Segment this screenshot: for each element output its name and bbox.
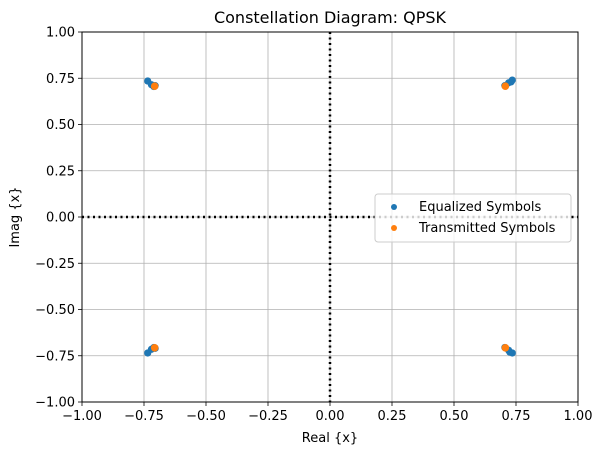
x-tick-label: −1.00 bbox=[62, 409, 102, 424]
x-tick-label: 1.00 bbox=[564, 409, 593, 424]
y-tick-label: −0.50 bbox=[35, 303, 75, 318]
y-tick-label: 0.25 bbox=[46, 164, 75, 179]
y-tick-label: 0.75 bbox=[46, 72, 75, 87]
legend-marker-equalized bbox=[391, 204, 397, 210]
chart-title: Constellation Diagram: QPSK bbox=[214, 8, 447, 27]
y-tick-label: 1.00 bbox=[46, 26, 75, 41]
legend-box bbox=[374, 193, 572, 243]
x-tick-label: −0.50 bbox=[186, 409, 226, 424]
y-axis-label: Imag {x} bbox=[8, 186, 23, 247]
transmitted-symbols-point bbox=[501, 82, 510, 91]
transmitted-symbols-point bbox=[501, 343, 510, 352]
y-tick-label: 0.50 bbox=[46, 118, 75, 133]
legend-marker-transmitted bbox=[391, 225, 397, 231]
y-tick-label: −0.75 bbox=[35, 349, 75, 364]
x-tick-label: 0.50 bbox=[440, 409, 469, 424]
transmitted-symbols-point bbox=[150, 343, 159, 352]
x-tick-label: 0.00 bbox=[316, 409, 345, 424]
legend-label-transmitted: Transmitted Symbols bbox=[418, 221, 556, 236]
data-points bbox=[144, 76, 516, 357]
x-tick-label: −0.25 bbox=[248, 409, 288, 424]
transmitted-symbols-point bbox=[150, 82, 159, 91]
y-tick-label: 0.00 bbox=[46, 211, 75, 226]
x-tick-label: −0.75 bbox=[124, 409, 164, 424]
x-tick-label: 0.75 bbox=[502, 409, 531, 424]
x-tick-label: 0.25 bbox=[378, 409, 407, 424]
x-axis-label: Real {x} bbox=[302, 431, 358, 446]
equalized-symbols-point bbox=[507, 78, 515, 86]
legend: Equalized Symbols Transmitted Symbols bbox=[374, 193, 572, 243]
y-tick-label: −1.00 bbox=[35, 396, 75, 411]
legend-label-equalized: Equalized Symbols bbox=[419, 200, 542, 215]
y-tick-label: −0.25 bbox=[35, 257, 75, 272]
ticks: −1.00 −0.75 −0.50 −0.25 0.00 0.25 0.50 0.75 1.00… bbox=[35, 26, 592, 425]
